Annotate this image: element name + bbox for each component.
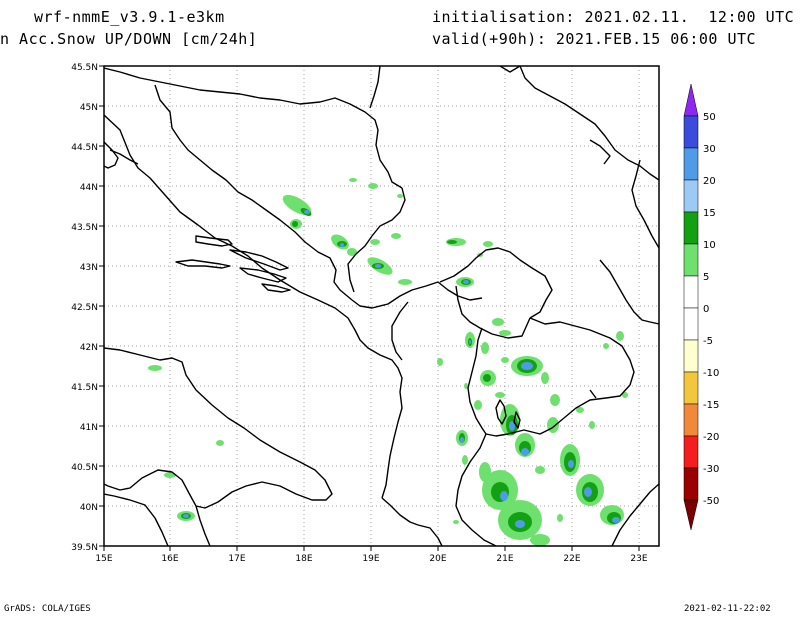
lon-label: 21E [496, 554, 513, 564]
colorbar-label: -30 [703, 464, 719, 475]
colorbar-box [683, 275, 699, 309]
lon-label: 23E [630, 554, 647, 564]
colorbar-box [683, 467, 699, 501]
lat-label: 43.5N [71, 223, 98, 233]
lat-label: 40.5N [71, 463, 98, 473]
lat-label: 41.5N [71, 383, 98, 393]
lat-label: 42.5N [71, 303, 98, 313]
colorbar-label: 50 [703, 112, 716, 123]
colorbar-label: 10 [703, 240, 716, 251]
map-panel: 45.5N 45N 44.5N 44N 43.5N 43N 42.5N 42N … [71, 63, 719, 564]
colorbar-label: 0 [703, 304, 709, 315]
lat-label: 40N [80, 503, 98, 513]
snow-patches [148, 178, 628, 546]
grads-credit: GrADS: COLA/IGES [4, 604, 91, 614]
colorbar-box [683, 179, 699, 213]
colorbar-top-arrow [683, 83, 699, 117]
colorbar-label: -10 [703, 368, 719, 379]
colorbar-box [683, 403, 699, 437]
colorbar-box [683, 211, 699, 245]
lat-label: 44N [80, 183, 98, 193]
colorbar-box [683, 307, 699, 341]
lat-label: 44.5N [71, 143, 98, 153]
lat-label: 41N [80, 423, 98, 433]
colorbar-label: 15 [703, 208, 716, 219]
lon-label: 16E [161, 554, 178, 564]
initialisation-time: initialisation: 2021.02.11. 12:00 UTC [432, 8, 795, 26]
colorbar-label: -15 [703, 400, 719, 411]
colorbar-label: 30 [703, 144, 716, 155]
colorbar-bottom-arrow [683, 499, 699, 531]
colorbar-box [683, 147, 699, 181]
lat-label: 43N [80, 263, 98, 273]
product-title: n Acc.Snow UP/DOWN [cm/24h] [0, 30, 258, 48]
colorbar [683, 83, 699, 531]
lat-label: 39.5N [71, 543, 98, 553]
colorbar-label: -5 [703, 336, 713, 347]
lon-label: 17E [228, 554, 245, 564]
valid-time: valid(+90h): 2021.FEB.15 06:00 UTC [432, 30, 757, 48]
lat-label: 42N [80, 343, 98, 353]
colorbar-label: 5 [703, 272, 709, 283]
lon-label: 18E [295, 554, 312, 564]
colorbar-box [683, 435, 699, 469]
colorbar-box [683, 339, 699, 373]
lon-label: 22E [563, 554, 580, 564]
coastlines-borders [104, 66, 659, 546]
snow-patches-15cm [183, 210, 620, 528]
model-name: wrf-nmmE_v3.9.1-e3km [34, 8, 225, 26]
colorbar-box [683, 115, 699, 149]
lon-label: 15E [95, 554, 112, 564]
lon-label: 19E [362, 554, 379, 564]
lat-label: 45.5N [71, 63, 98, 73]
colorbar-label: 20 [703, 176, 716, 187]
colorbar-box [683, 243, 699, 277]
colorbar-label: -20 [703, 432, 719, 443]
lat-label: 45N [80, 103, 98, 113]
colorbar-box [683, 371, 699, 405]
lon-label: 20E [429, 554, 446, 564]
render-timestamp: 2021-02-11-22:02 [684, 604, 771, 614]
colorbar-label: -50 [703, 496, 719, 507]
